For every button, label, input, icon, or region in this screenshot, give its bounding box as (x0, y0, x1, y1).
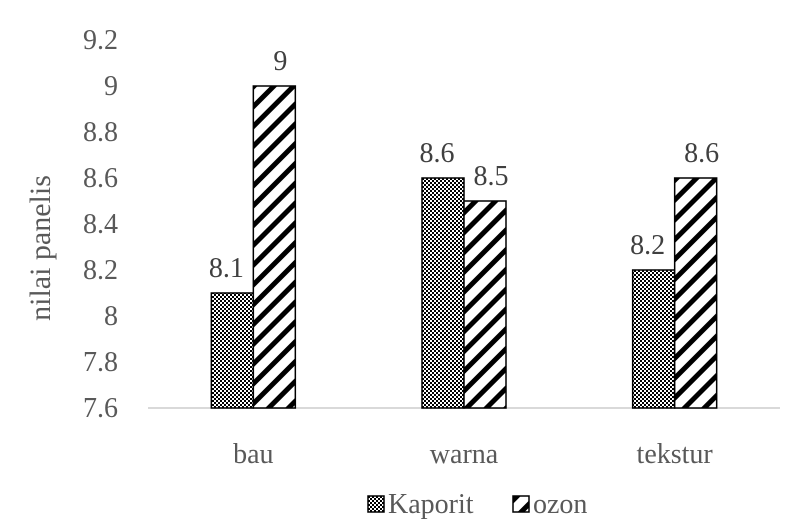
bar-ozon-warna (463, 200, 507, 409)
data-label: 9 (273, 46, 287, 77)
bar-kaporit-warna (421, 177, 465, 409)
y-tick-label: 7.8 (83, 347, 118, 378)
x-tick-label: tekstur (637, 439, 714, 470)
y-tick-label: 8.4 (83, 209, 118, 240)
data-label: 8.5 (474, 161, 509, 192)
legend-swatch-kaporit (367, 495, 385, 513)
data-labels: 8.1 8.6 8.2 9 8.5 8.6 (209, 46, 719, 284)
bar-ozon-tekstur (673, 177, 718, 409)
x-tick-label: bau (233, 439, 273, 470)
y-axis-ticks: 7.6 7.8 8 8.2 8.4 8.6 8.8 9 9.2 (83, 25, 118, 424)
y-tick-label: 8.8 (83, 117, 118, 148)
legend-label-ozon: ozon (533, 489, 587, 520)
data-label: 8.2 (630, 230, 665, 261)
data-label: 8.6 (420, 138, 455, 169)
legend-label-kaporit: Kaporit (388, 489, 474, 520)
y-tick-label: 9.2 (83, 25, 118, 56)
legend: Kaporit ozon (367, 489, 587, 520)
data-label: 8.1 (209, 253, 244, 284)
y-tick-label: 7.6 (83, 393, 118, 424)
y-tick-label: 8.2 (83, 255, 118, 286)
data-label: 8.6 (684, 138, 719, 169)
bar-kaporit-tekstur (631, 269, 676, 409)
bar-ozon-bau (252, 85, 297, 409)
y-tick-label: 8.6 (83, 163, 118, 194)
category-labels: bau warna tekstur (233, 439, 713, 470)
bar-kaporit-bau (210, 292, 255, 409)
y-axis-label: nilai panelis (24, 175, 57, 321)
y-tick-label: 8 (104, 301, 118, 332)
bars (210, 85, 718, 409)
y-tick-label: 9 (104, 71, 118, 102)
legend-swatch-ozon (512, 495, 530, 513)
x-tick-label: warna (430, 439, 499, 470)
